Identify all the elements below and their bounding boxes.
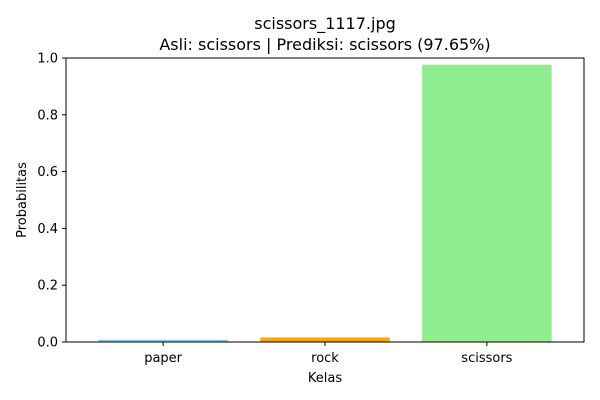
y-tick-label: 0.8 [37,108,58,123]
x-ticks-group: paper rock scissors [144,342,513,366]
y-tick-label: 0.6 [37,165,58,180]
bars-group [98,64,552,342]
x-axis-label: Kelas [308,371,342,386]
y-tick-label: 0.2 [37,279,58,294]
chart-subtitle: Asli: scissors | Prediksi: scissors (97.… [159,35,490,54]
y-tick-label: 0.4 [37,222,58,237]
plot-frame [65,57,585,343]
x-tick-label: scissors [461,351,512,366]
bar-rock [260,337,390,342]
bar-scissors [422,64,552,342]
y-tick-label: 1.0 [37,52,58,67]
y-axis-label: Probabilitas [15,162,30,238]
y-tick-label: 0.0 [37,336,58,351]
bar-paper [98,339,228,342]
chart-title: scissors_1117.jpg [254,14,396,34]
x-tick-label: paper [144,351,182,366]
x-tick-label: rock [311,351,339,366]
y-ticks-group: 0.0 0.2 0.4 0.6 0.8 1.0 [37,52,66,351]
